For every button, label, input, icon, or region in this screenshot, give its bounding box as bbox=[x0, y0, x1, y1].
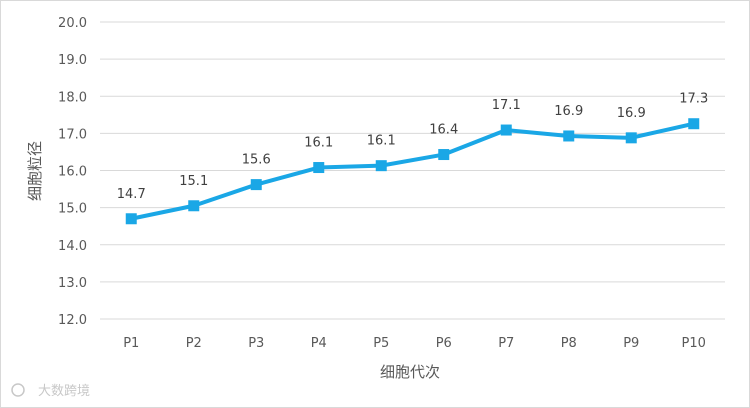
y-axis-title: 细胞粒径 bbox=[26, 141, 44, 201]
data-label: 16.9 bbox=[554, 104, 583, 119]
x-axis-title: 细胞代次 bbox=[380, 363, 440, 381]
x-tick-label: P8 bbox=[561, 336, 577, 351]
y-tick-label: 20.0 bbox=[58, 16, 87, 31]
x-tick-label: P3 bbox=[248, 336, 264, 351]
data-point-marker bbox=[125, 213, 137, 225]
y-tick-label: 17.0 bbox=[58, 127, 87, 142]
watermark: 大数跨境 bbox=[11, 383, 90, 399]
x-tick-label: P7 bbox=[498, 336, 514, 351]
x-tick-labels: P1 P2 P3 P4 P5 P6 P7 P8 P9 P10 bbox=[123, 336, 706, 351]
y-tick-label: 16.0 bbox=[58, 165, 87, 180]
data-point-marker bbox=[313, 162, 325, 174]
y-tick-label: 18.0 bbox=[58, 90, 87, 105]
series-line bbox=[129, 121, 696, 221]
x-tick-label: P4 bbox=[311, 336, 327, 351]
series-markers bbox=[125, 118, 700, 225]
x-tick-label: P5 bbox=[373, 336, 389, 351]
data-point-marker bbox=[438, 149, 450, 161]
watermark-text: 大数跨境 bbox=[38, 384, 90, 399]
y-tick-label: 13.0 bbox=[58, 276, 87, 291]
x-tick-label: P9 bbox=[623, 336, 639, 351]
data-point-marker bbox=[500, 124, 512, 136]
x-tick-label: P6 bbox=[436, 336, 452, 351]
data-label: 15.1 bbox=[179, 174, 208, 189]
data-label: 16.9 bbox=[617, 106, 646, 121]
y-tick-label: 12.0 bbox=[58, 313, 87, 328]
data-label: 14.7 bbox=[117, 187, 146, 202]
data-point-marker bbox=[250, 179, 262, 191]
data-label: 16.1 bbox=[304, 136, 333, 151]
data-label: 15.6 bbox=[242, 153, 271, 168]
data-labels: 14.7 15.1 15.6 16.1 16.1 16.4 17.1 16.9 16.9 17.3 bbox=[117, 92, 708, 202]
y-tick-label: 15.0 bbox=[58, 202, 87, 217]
data-label: 17.3 bbox=[679, 92, 708, 107]
x-tick-label: P2 bbox=[186, 336, 202, 351]
data-point-marker bbox=[563, 130, 575, 142]
data-point-marker bbox=[625, 132, 637, 144]
gridlines bbox=[100, 21, 725, 320]
data-point-marker bbox=[375, 160, 387, 172]
data-point-marker bbox=[188, 200, 200, 212]
x-tick-label: P1 bbox=[123, 336, 139, 351]
data-label: 17.1 bbox=[492, 98, 521, 113]
data-label: 16.1 bbox=[367, 134, 396, 149]
y-tick-label: 19.0 bbox=[58, 53, 87, 68]
y-tick-labels: 12.0 13.0 14.0 15.0 16.0 17.0 18.0 19.0 20.0 bbox=[58, 16, 87, 328]
data-point-marker bbox=[688, 118, 700, 130]
x-tick-label: P10 bbox=[682, 336, 706, 351]
watermark-logo-icon bbox=[11, 383, 25, 397]
y-tick-label: 14.0 bbox=[58, 239, 87, 254]
data-label: 16.4 bbox=[429, 123, 458, 138]
series-line-path bbox=[129, 121, 696, 221]
